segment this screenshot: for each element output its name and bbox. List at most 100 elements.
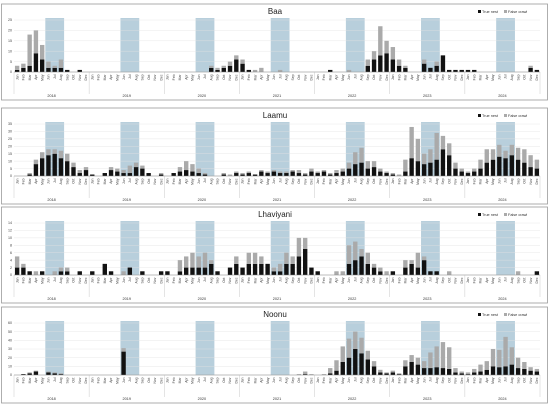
legend-label-true-nest: True nest	[482, 313, 499, 317]
month-tick-label: Feb	[97, 74, 101, 80]
bar-true-nest	[196, 267, 201, 275]
bar-false-crawl	[409, 126, 414, 159]
year-label: 2018	[47, 297, 55, 301]
y-tick-label: 10	[8, 365, 12, 369]
bar-true-nest	[196, 173, 201, 176]
legend-swatch-false-crawl	[504, 213, 507, 216]
bar-true-nest	[534, 69, 540, 72]
month-tick-label: Nov	[303, 377, 307, 383]
month-tick-label: Sep	[441, 277, 445, 283]
bar-true-nest	[284, 173, 289, 176]
bar-true-nest	[509, 155, 515, 176]
bar-true-nest	[415, 267, 421, 275]
month-tick-label: May	[416, 277, 420, 284]
month-tick-label: Jul	[278, 178, 282, 183]
bar-false-crawl	[39, 44, 45, 60]
bar-false-crawl	[472, 168, 477, 172]
month-tick-label: Aug	[510, 178, 514, 184]
bar-false-crawl	[365, 350, 370, 360]
bar-true-nest	[409, 362, 414, 375]
month-tick-label: Aug	[510, 377, 514, 383]
bar-false-crawl	[246, 252, 252, 264]
month-tick-label: Jun	[272, 74, 276, 80]
month-tick-label: Apr	[335, 277, 339, 283]
month-tick-label: Jun	[197, 277, 201, 283]
month-tick-label: Jun	[122, 74, 126, 80]
bar-true-nest	[503, 158, 508, 176]
bar-true-nest	[371, 167, 377, 176]
month-tick-label: Apr	[184, 74, 188, 80]
season-band	[345, 18, 365, 72]
month-tick-label: Sep	[516, 178, 520, 184]
bar-true-nest	[158, 271, 164, 275]
bar-false-crawl	[365, 59, 370, 66]
bar-false-crawl	[46, 61, 51, 68]
month-tick-label: Sep	[65, 277, 69, 283]
month-tick-label: Feb	[172, 74, 176, 80]
bar-false-crawl	[403, 260, 408, 268]
bar-false-crawl	[396, 373, 402, 375]
bar-false-crawl	[353, 331, 358, 349]
bar-true-nest	[334, 173, 339, 176]
bar-true-nest	[215, 69, 220, 72]
month-tick-label: Oct	[147, 74, 151, 79]
bar-false-crawl	[58, 150, 64, 159]
bar-true-nest	[302, 249, 308, 275]
bar-true-nest	[83, 170, 89, 176]
month-tick-label: Jul	[278, 74, 282, 79]
month-tick-label: Mar	[103, 74, 107, 81]
bar-false-crawl	[403, 65, 408, 68]
bar-true-nest	[409, 158, 414, 176]
month-tick-label: Mar	[178, 277, 182, 284]
bar-false-crawl	[33, 271, 39, 275]
month-tick-label: Jul	[353, 377, 357, 382]
bar-true-nest	[353, 164, 358, 176]
bar-true-nest	[428, 67, 433, 72]
month-tick-label: Oct	[523, 178, 527, 183]
month-tick-label: Nov	[379, 178, 383, 184]
bar-true-nest	[421, 63, 427, 72]
bar-false-crawl	[302, 237, 308, 249]
bar-true-nest	[528, 67, 533, 72]
bar-true-nest	[365, 263, 370, 275]
bar-true-nest	[71, 167, 76, 176]
bar-true-nest	[522, 162, 527, 176]
bar-false-crawl	[440, 342, 446, 369]
year-label: 2023	[423, 397, 431, 401]
bar-false-crawl	[371, 361, 377, 367]
month-tick-label: Jun	[122, 178, 126, 184]
legend-label-true-nest: True nest	[482, 114, 499, 118]
bar-true-nest	[484, 162, 489, 176]
legend-label-true-nest: True nest	[482, 10, 499, 14]
y-tick-label: 0	[10, 70, 12, 74]
month-tick-label: Jul	[429, 377, 433, 382]
year-label: 2023	[423, 198, 431, 202]
bar-true-nest	[21, 374, 26, 375]
bar-false-crawl	[234, 55, 239, 60]
month-tick-label: Feb	[322, 178, 326, 184]
month-tick-label: Feb	[472, 178, 476, 184]
month-tick-label: Feb	[22, 178, 26, 184]
month-tick-label: Oct	[447, 74, 451, 79]
bar-false-crawl	[27, 173, 32, 175]
bar-false-crawl	[415, 252, 421, 268]
month-tick-label: Jan	[90, 277, 94, 283]
month-tick-label: May	[266, 277, 270, 284]
month-tick-label: Apr	[109, 377, 113, 383]
bar-false-crawl	[190, 252, 195, 268]
bar-false-crawl	[58, 373, 64, 375]
bar-true-nest	[447, 368, 452, 375]
month-tick-label: Apr	[34, 277, 38, 283]
month-tick-label: Sep	[65, 178, 69, 184]
month-tick-label: Jan	[90, 178, 94, 184]
month-tick-label: Dec	[159, 277, 163, 283]
month-tick-label: Oct	[372, 277, 376, 282]
bar-false-crawl	[490, 149, 496, 160]
bar-false-crawl	[497, 349, 502, 368]
bar-false-crawl	[384, 171, 389, 174]
bar-false-crawl	[522, 362, 527, 369]
month-tick-label: Jun	[497, 178, 501, 184]
bar-false-crawl	[371, 263, 377, 268]
month-tick-label: Oct	[147, 377, 151, 382]
bar-true-nest	[371, 366, 377, 375]
